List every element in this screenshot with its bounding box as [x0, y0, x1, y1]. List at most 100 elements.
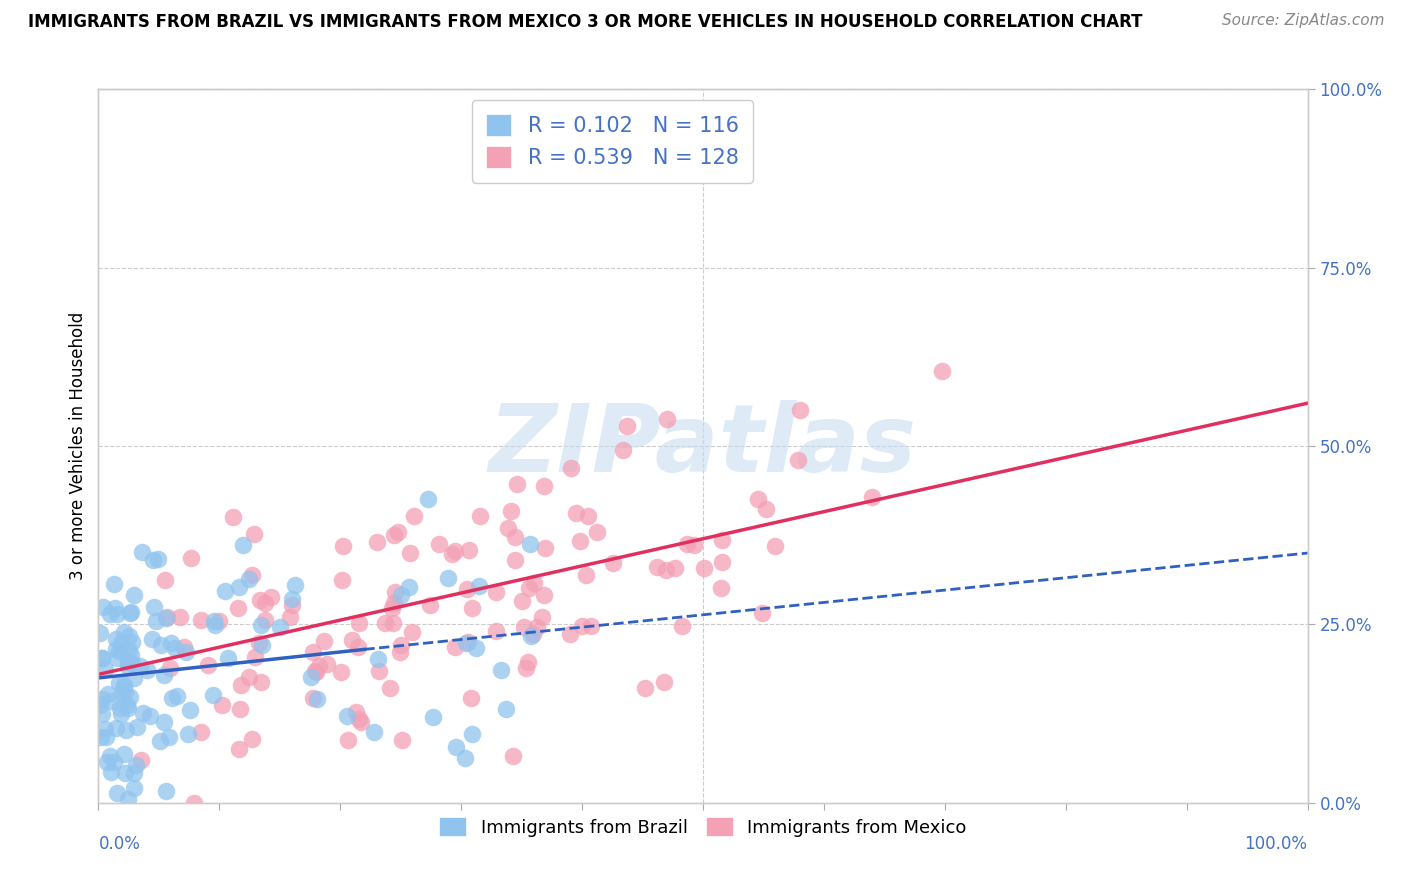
Point	[128, 659, 150, 673]
Point	[249, 593, 271, 607]
Point	[350, 715, 373, 730]
Point	[90, 651, 112, 665]
Point	[515, 660, 537, 674]
Point	[347, 616, 370, 631]
Point	[243, 650, 266, 665]
Point	[125, 720, 148, 734]
Point	[110, 707, 132, 722]
Point	[560, 460, 582, 475]
Legend: Immigrants from Brazil, Immigrants from Mexico: Immigrants from Brazil, Immigrants from …	[432, 810, 974, 844]
Point	[330, 665, 353, 680]
Point	[513, 620, 536, 634]
Point	[103, 755, 125, 769]
Point	[278, 609, 301, 624]
Point	[401, 624, 423, 639]
Point	[91, 692, 114, 706]
Point	[503, 553, 526, 567]
Point	[155, 784, 177, 798]
Point	[389, 638, 412, 652]
Point	[240, 732, 263, 747]
Point	[531, 609, 554, 624]
Point	[110, 636, 132, 650]
Point	[228, 580, 250, 594]
Point	[238, 572, 260, 586]
Point	[98, 607, 121, 622]
Point	[180, 551, 202, 566]
Point	[112, 678, 135, 692]
Point	[112, 747, 135, 761]
Point	[402, 508, 425, 523]
Point	[461, 726, 484, 740]
Point	[280, 591, 302, 606]
Point	[664, 561, 686, 575]
Text: ZIPatlas: ZIPatlas	[489, 400, 917, 492]
Point	[204, 618, 226, 632]
Point	[391, 733, 413, 747]
Point	[366, 535, 388, 549]
Point	[464, 641, 486, 656]
Point	[533, 541, 555, 555]
Point	[91, 706, 114, 721]
Point	[104, 600, 127, 615]
Point	[693, 561, 716, 575]
Point	[468, 509, 491, 524]
Point	[440, 547, 463, 561]
Point	[124, 765, 146, 780]
Point	[149, 734, 172, 748]
Point	[153, 667, 176, 681]
Point	[763, 539, 786, 553]
Point	[160, 690, 183, 705]
Point	[612, 442, 634, 457]
Point	[398, 581, 420, 595]
Point	[131, 545, 153, 559]
Point	[90, 730, 112, 744]
Point	[422, 710, 444, 724]
Point	[576, 509, 599, 524]
Point	[226, 600, 249, 615]
Point	[304, 665, 326, 679]
Point	[121, 656, 143, 670]
Point	[238, 671, 260, 685]
Point	[645, 560, 668, 574]
Point	[228, 741, 250, 756]
Point	[156, 610, 179, 624]
Point	[485, 585, 508, 599]
Point	[139, 709, 162, 723]
Point	[931, 364, 953, 378]
Point	[389, 588, 412, 602]
Point	[201, 688, 224, 702]
Point	[129, 753, 152, 767]
Point	[141, 632, 163, 646]
Point	[112, 624, 135, 639]
Text: 0.0%: 0.0%	[98, 835, 141, 853]
Point	[336, 709, 359, 723]
Point	[94, 662, 117, 676]
Point	[117, 792, 139, 806]
Point	[173, 640, 195, 655]
Point	[453, 751, 475, 765]
Point	[122, 588, 145, 602]
Point	[117, 655, 139, 669]
Point	[269, 620, 291, 634]
Point	[565, 506, 588, 520]
Point	[253, 613, 276, 627]
Point	[247, 636, 270, 650]
Point	[176, 727, 198, 741]
Point	[100, 694, 122, 708]
Point	[495, 701, 517, 715]
Point	[249, 675, 271, 690]
Point	[299, 669, 322, 683]
Point	[148, 552, 170, 566]
Point	[104, 632, 127, 647]
Point	[228, 702, 250, 716]
Point	[132, 706, 155, 721]
Point	[655, 563, 678, 577]
Point	[159, 661, 181, 675]
Point	[533, 479, 555, 493]
Point	[204, 614, 226, 628]
Point	[489, 663, 512, 677]
Point	[142, 553, 165, 567]
Point	[374, 616, 396, 631]
Point	[217, 651, 239, 665]
Point	[499, 503, 522, 517]
